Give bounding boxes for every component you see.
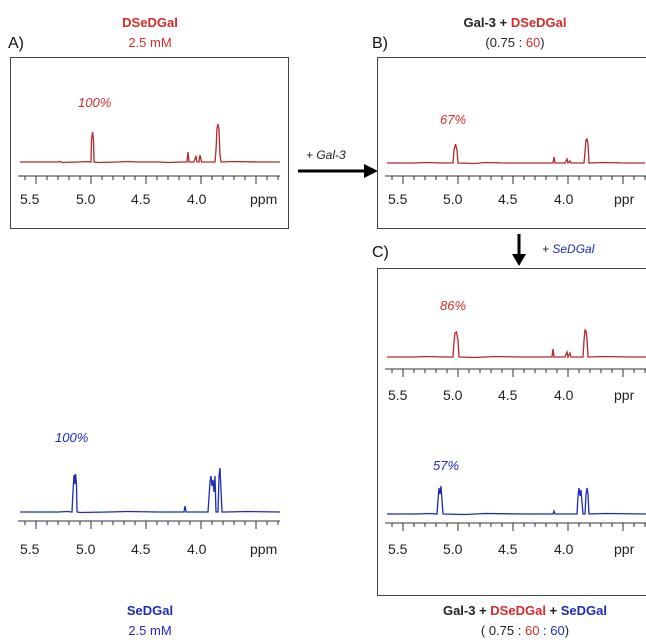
panel-a-frame <box>10 57 289 229</box>
axis-a-bottom-unit: ppm <box>250 541 278 557</box>
arrow-sedgal-label: + SeDGal <box>542 242 594 256</box>
axis-a-top <box>18 175 280 184</box>
axis-a-tick-50: 5.0 <box>76 191 96 207</box>
panel-b-percent: 67% <box>440 112 467 127</box>
axis-a-bottom-tick-40: 4.0 <box>187 541 207 557</box>
axis-c-top-unit: ppr <box>614 387 635 403</box>
axis-b-tick-40: 4.0 <box>554 191 574 207</box>
axis-a-tick-45: 4.5 <box>131 191 151 207</box>
panel-c-ratio-close: ) <box>564 623 570 638</box>
axis-c-bottom-tick-55: 5.5 <box>388 541 408 557</box>
axis-c-top-tick-50: 5.0 <box>443 387 463 403</box>
axis-a-bottom-tick-45: 4.5 <box>131 541 151 557</box>
axis-a-unit: ppm <box>250 191 278 207</box>
axis-c-bottom-tick-40: 4.0 <box>554 541 574 557</box>
axis-c-top <box>385 368 646 377</box>
arrow-sedgal-text: SeDGal <box>552 242 595 256</box>
panel-b-frame <box>377 57 646 229</box>
panel-c-percent-bottom: 57% <box>433 458 460 473</box>
axis-c-top-tick-55: 5.5 <box>388 387 408 403</box>
panel-c-letter: C) <box>372 244 389 261</box>
axis-b-unit: ppr <box>614 191 635 207</box>
panel-a-concentration: 2.5 mM <box>128 35 172 50</box>
panel-c-title: Gal-3 + DSeDGal + SeDGal <box>395 603 646 618</box>
axis-a-bottom <box>18 520 280 529</box>
axis-a-bottom-tick-55: 5.5 <box>20 541 40 557</box>
axis-a-tick-40: 4.0 <box>187 191 207 207</box>
axis-b-tick-45: 4.5 <box>498 191 518 207</box>
axis-c-bottom-tick-50: 5.0 <box>443 541 463 557</box>
panel-c-ratio-open: ( 0.75 : <box>480 623 525 638</box>
arrow-right-icon <box>298 164 378 178</box>
axis-b-tick-55: 5.5 <box>388 191 408 207</box>
axis-c-bottom-tick-45: 4.5 <box>498 541 518 557</box>
panel-c-ratio-blue: 60 <box>550 623 565 638</box>
axis-a-tick-55: 5.5 <box>20 191 40 207</box>
panel-c-title-prefix: Gal-3 + <box>442 603 491 618</box>
panel-b-ratio: (0.75 : 60) <box>405 35 625 50</box>
panel-b-title-prefix: Gal-3 + <box>463 15 511 30</box>
panel-c-frame <box>377 268 646 596</box>
spectrum-a-top <box>20 123 280 164</box>
panel-c-ratio: ( 0.75 : 60 : 60) <box>395 623 646 638</box>
axis-c-top-tick-40: 4.0 <box>554 387 574 403</box>
panel-c-ratio-red: 60 <box>524 623 540 638</box>
spectrum-c-bottom <box>387 485 646 516</box>
panel-c-title-red: DSeDGal <box>490 603 546 618</box>
axis-b-tick-50: 5.0 <box>443 191 463 207</box>
panel-a-letter: A) <box>8 35 24 52</box>
panel-b-title: Gal-3 + DSeDGal <box>405 15 625 30</box>
panel-a-bottom-percent: 100% <box>55 430 89 445</box>
spectrum-b <box>387 137 645 165</box>
panel-b-ratio-open: (0.75 : <box>485 35 526 50</box>
panel-b-title-red: DSeDGal <box>510 15 567 30</box>
panel-b-letter: B) <box>372 35 388 52</box>
axis-a-bottom-tick-50: 5.0 <box>76 541 96 557</box>
axis-b <box>385 175 646 184</box>
panel-b-ratio-red: 60 <box>525 35 541 50</box>
spectrum-c-top <box>387 328 646 359</box>
arrow-gal3-label: + Gal-3 <box>306 148 346 162</box>
panel-c-title-plus: + <box>545 603 561 618</box>
panel-c-title-blue: SeDGal <box>560 603 608 618</box>
spectrum-a-bottom <box>20 467 281 514</box>
panel-a-percent: 100% <box>78 95 112 110</box>
panel-a-bottom-concentration: 2.5 mM <box>128 623 172 638</box>
arrow-sedgal-plus: + <box>542 242 553 256</box>
panel-a-title: DSeDGal <box>122 15 178 30</box>
axis-c-top-tick-45: 4.5 <box>498 387 518 403</box>
panel-c-percent-top: 86% <box>440 298 467 313</box>
axis-c-bottom <box>385 522 646 531</box>
axis-c-bottom-unit: ppr <box>614 541 635 557</box>
panel-a-bottom-title: SeDGal <box>126 603 174 618</box>
panel-b-ratio-close: ) <box>540 35 545 50</box>
panel-c-ratio-mid: : <box>539 623 551 638</box>
arrow-down-icon <box>512 234 526 266</box>
